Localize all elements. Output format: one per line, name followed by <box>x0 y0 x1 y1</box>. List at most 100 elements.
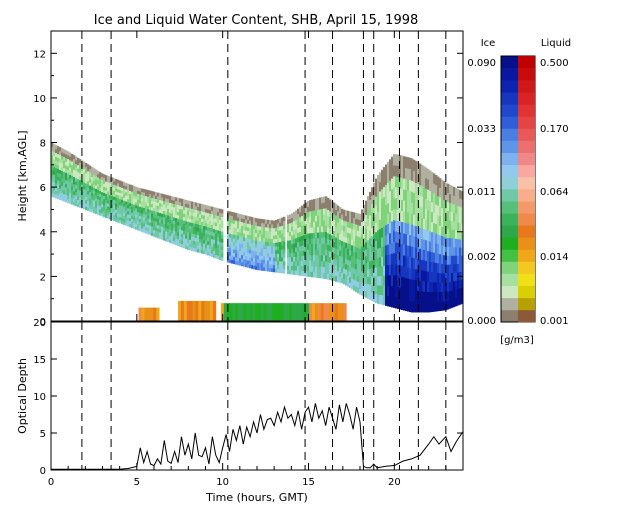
cloud-cell <box>291 235 294 240</box>
cloud-cell <box>161 213 164 217</box>
cloud-cell <box>53 185 56 191</box>
cloud-cell <box>269 253 272 258</box>
cloud-cell <box>299 226 302 232</box>
cloud-cell <box>219 216 222 221</box>
cloud-cell <box>357 241 360 248</box>
cloud-cell <box>267 260 270 265</box>
cloud-cell <box>343 225 346 232</box>
cloud-cell <box>301 265 304 271</box>
cloud-cell <box>97 192 100 197</box>
cloud-cell <box>279 261 282 266</box>
cloud-cell <box>229 222 232 227</box>
cloud-cell <box>411 191 414 203</box>
cloud-cell <box>145 211 148 215</box>
cloud-cell <box>83 178 86 183</box>
cloud-cell <box>149 193 152 198</box>
cloud-cell <box>261 230 264 235</box>
cloud-cell <box>251 239 254 244</box>
cloud-cell <box>431 181 434 193</box>
cloud-cell <box>385 194 388 206</box>
colorbar-ice-swatch <box>501 309 518 323</box>
cloud-cell <box>411 169 414 181</box>
cloud-cell <box>67 188 70 193</box>
cloud-cell <box>461 215 463 224</box>
cloud-cell <box>249 253 252 258</box>
cloud-cell <box>401 265 404 278</box>
cloud-cell <box>173 206 176 211</box>
cloud-cell <box>461 279 463 288</box>
cloud-cell <box>151 203 154 208</box>
cloud-cell <box>71 189 74 194</box>
cloud-cell <box>69 181 72 186</box>
cloud-cell <box>261 237 264 242</box>
cloud-cell <box>149 203 152 207</box>
cloud-cell <box>205 229 208 234</box>
cloud-cell <box>209 234 212 239</box>
cloud-cell <box>163 230 166 234</box>
cloud-cell <box>165 221 168 225</box>
cloud-cell <box>175 214 178 219</box>
cloud-cell <box>257 225 260 230</box>
x-tick-label: 5 <box>134 477 140 488</box>
cloud-cell <box>375 284 378 295</box>
cloud-cell <box>111 210 114 215</box>
cloud-cell <box>303 239 306 246</box>
cloud-cell <box>245 255 248 260</box>
cloud-cell <box>93 206 96 211</box>
cloud-cell <box>107 206 110 210</box>
cloud-cell <box>63 190 66 195</box>
cloud-cell <box>387 244 390 255</box>
cloud-cell <box>169 239 172 243</box>
cloud-cell <box>257 244 260 249</box>
cloud-cell <box>217 237 220 242</box>
cloud-cell <box>395 286 398 298</box>
cloud-cell <box>149 215 152 220</box>
cloud-cell <box>351 244 354 251</box>
cloud-cell <box>211 217 214 222</box>
cloud-cell <box>327 203 330 210</box>
cloud-cell <box>351 228 354 235</box>
cloud-cell <box>273 257 276 262</box>
cloud-cell <box>435 223 438 234</box>
cloud-cell <box>99 184 102 188</box>
liquid-layer-cell <box>312 303 316 321</box>
liquid-layer-cell <box>226 303 230 321</box>
cloud-cell <box>149 200 152 204</box>
cloud-cell <box>449 202 452 212</box>
cloud-cell <box>293 220 296 226</box>
cloud-cell <box>141 206 144 211</box>
cloud-cell <box>193 233 196 238</box>
cloud-cell <box>257 258 260 263</box>
cloud-cell <box>127 195 130 200</box>
cloud-cell <box>419 269 422 281</box>
cloud-cell <box>297 246 300 252</box>
cloud-cell <box>365 214 368 222</box>
cloud-cell <box>203 239 206 244</box>
cloud-cell <box>449 246 452 256</box>
cloud-cell <box>177 225 180 229</box>
cloud-cell <box>287 215 290 220</box>
cloud-cell <box>231 255 234 260</box>
cloud-cell <box>173 223 176 228</box>
cloud-cell <box>239 246 242 252</box>
cloud-cell <box>125 216 128 220</box>
cloud-cell <box>367 276 370 285</box>
cloud-cell <box>53 147 56 153</box>
cloud-cell <box>281 265 284 270</box>
cloud-cell <box>143 189 146 193</box>
cloud-cell <box>131 218 134 222</box>
cloud-cell <box>67 180 70 185</box>
cloud-cell <box>163 210 166 215</box>
cloud-cell <box>257 262 260 267</box>
cloud-cell <box>263 237 266 242</box>
liquid-layer-cell <box>297 303 302 321</box>
cloud-cell <box>247 260 250 265</box>
cloud-cell <box>353 240 356 247</box>
colorbar-liquid-swatch <box>518 176 535 190</box>
cloud-cell <box>181 202 184 207</box>
cloud-cell <box>385 234 388 246</box>
cloud-cell <box>399 265 402 277</box>
cloud-cell <box>189 246 192 251</box>
cloud-cell <box>103 207 106 212</box>
cloud-cell <box>277 241 280 247</box>
